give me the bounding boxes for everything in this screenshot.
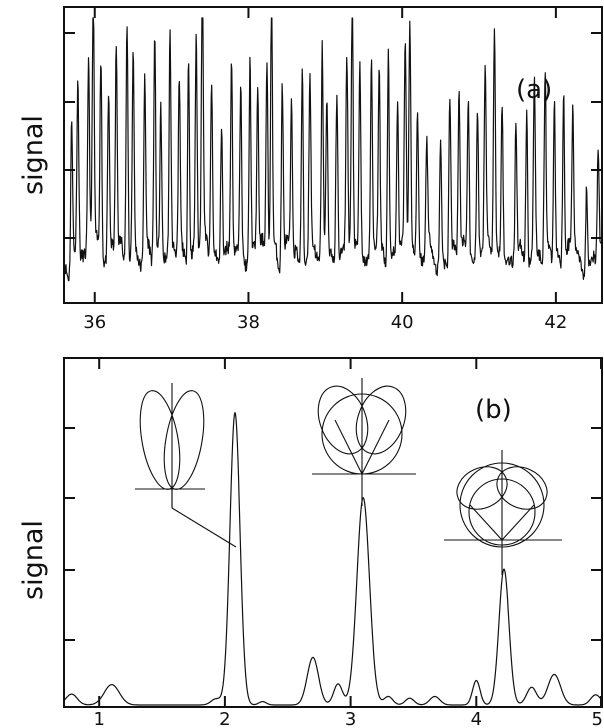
panel-b-label: (b) [475, 395, 512, 425]
orbit-chord [469, 504, 535, 541]
x-tick-label: 38 [237, 312, 260, 333]
panel-a-frame [63, 6, 603, 304]
panel-a-signal-line [63, 17, 603, 282]
orbit-circle [468, 478, 536, 546]
orbit-lobe [496, 466, 548, 510]
orbit-diagram-4-lobes [444, 450, 562, 575]
pointer-line [171, 507, 237, 548]
orbit-lobe [355, 385, 407, 455]
orbit-lobe [317, 385, 369, 455]
panel-b-y-axis-label: signal [18, 520, 49, 600]
panel-a: 36 38 40 42 (a) signal [18, 6, 603, 333]
panel-b-x-ticks: 1 2 3 4 5 [93, 358, 603, 728]
orbit-chord [334, 419, 390, 476]
orbit-circle [459, 462, 545, 548]
orbit-lobe [456, 466, 508, 510]
panel-b: 1 2 3 4 5 (b) signal [18, 357, 603, 728]
orbit-diagram-3-lobes [312, 378, 416, 506]
panel-a-y-ticks [64, 32, 602, 239]
panel-a-label: (a) [516, 75, 552, 105]
x-tick-label: 4 [471, 709, 482, 728]
x-tick-label: 2 [219, 709, 230, 728]
x-tick-label: 36 [83, 312, 106, 333]
panel-b-signal-line [63, 412, 603, 706]
x-tick-label: 42 [544, 312, 567, 333]
panel-b-frame [63, 357, 603, 708]
panel-b-y-ticks [64, 427, 602, 641]
orbit-lobe [163, 390, 205, 490]
panel-a-y-axis-label: signal [18, 115, 49, 195]
x-tick-label: 3 [345, 709, 356, 728]
x-tick-label: 1 [93, 709, 104, 728]
orbit-lobe [139, 390, 181, 490]
x-tick-label: 40 [391, 312, 414, 333]
orbit-diagram-2-lobes [135, 383, 237, 548]
x-tick-label: 5 [592, 709, 603, 728]
panel-a-x-ticks: 36 38 40 42 [83, 7, 567, 333]
